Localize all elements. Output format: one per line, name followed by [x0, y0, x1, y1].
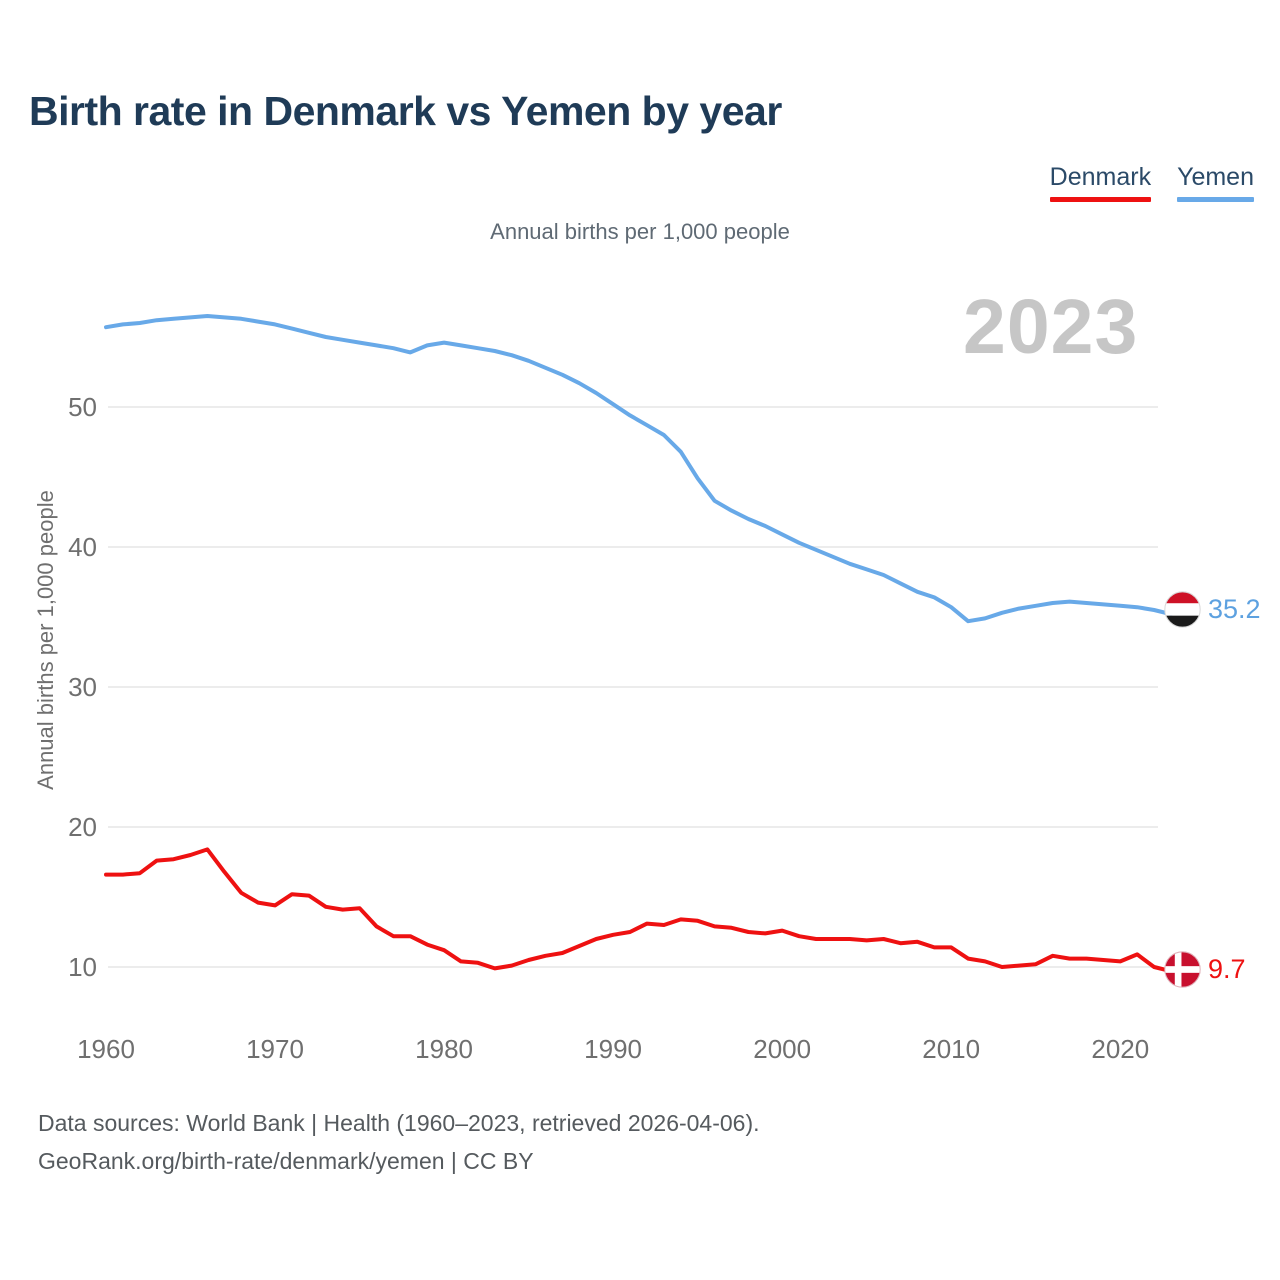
yemen-line — [104, 314, 1173, 624]
legend-item-yemen[interactable]: Yemen — [1177, 163, 1254, 202]
legend: Denmark Yemen — [1049, 163, 1254, 202]
denmark-end-value: 9.7 — [1208, 954, 1246, 984]
yemen-flag-icon — [1164, 591, 1201, 628]
legend-label-denmark: Denmark — [1049, 163, 1152, 191]
x-tick-label: 1970 — [246, 1034, 304, 1064]
footer-attribution: GeoRank.org/birth-rate/denmark/yemen | C… — [38, 1148, 534, 1174]
x-tick-label: 1990 — [584, 1034, 642, 1064]
x-tick-label: 2010 — [922, 1034, 980, 1064]
yemen-end-label: 35.2 — [1164, 591, 1261, 628]
denmark-line — [104, 847, 1173, 974]
x-tick-label: 1960 — [77, 1034, 135, 1064]
x-tick-label: 1980 — [415, 1034, 473, 1064]
y-tick-label: 40 — [68, 532, 97, 562]
legend-swatch-denmark — [1049, 197, 1152, 202]
y-tick-label: 20 — [68, 812, 97, 842]
y-tick-label: 50 — [68, 392, 97, 422]
legend-label-yemen: Yemen — [1177, 163, 1254, 191]
x-tick-label: 2020 — [1091, 1034, 1149, 1064]
denmark-end-label: 9.7 — [1164, 951, 1246, 988]
footer: Data sources: World Bank | Health (1960–… — [38, 1104, 760, 1180]
page-title: Birth rate in Denmark vs Yemen by year — [29, 88, 782, 134]
y-tick-label: 30 — [68, 672, 97, 702]
year-watermark: 2023 — [963, 284, 1139, 370]
legend-swatch-yemen — [1177, 197, 1254, 202]
denmark-flag-icon — [1164, 951, 1201, 988]
chart-subtitle: Annual births per 1,000 people — [490, 219, 790, 244]
y-tick-label: 10 — [68, 952, 97, 982]
x-tick-label: 2000 — [753, 1034, 811, 1064]
legend-item-denmark[interactable]: Denmark — [1049, 163, 1152, 202]
yemen-end-value: 35.2 — [1208, 594, 1261, 624]
footer-sources: Data sources: World Bank | Health (1960–… — [38, 1110, 760, 1136]
